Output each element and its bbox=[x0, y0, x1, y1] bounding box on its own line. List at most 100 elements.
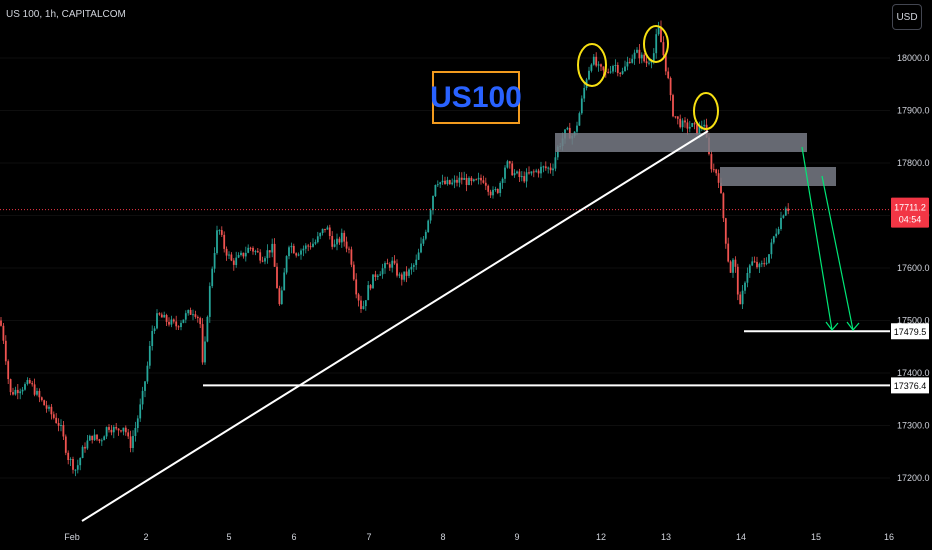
candle-body bbox=[422, 238, 425, 244]
candle-body bbox=[612, 66, 614, 72]
candle-body bbox=[482, 180, 485, 183]
candle-body bbox=[31, 383, 34, 385]
candle-body bbox=[720, 182, 722, 194]
x-tick-label: 13 bbox=[661, 532, 671, 542]
candle-body bbox=[633, 52, 636, 59]
candle-body bbox=[540, 166, 542, 174]
candle-body bbox=[492, 189, 494, 196]
candle-body bbox=[684, 120, 686, 123]
candle-body bbox=[160, 314, 163, 318]
y-tick-label: 17800.0 bbox=[897, 158, 930, 168]
y-tick-label: 17300.0 bbox=[897, 421, 930, 431]
candle-body bbox=[127, 432, 130, 437]
candle-body bbox=[520, 176, 523, 178]
candle-body bbox=[40, 397, 43, 401]
candle-body bbox=[194, 314, 197, 317]
candle-body bbox=[458, 177, 461, 183]
candle-body bbox=[64, 436, 67, 453]
candle-body bbox=[412, 265, 415, 267]
candle-body bbox=[218, 230, 221, 232]
candle-body bbox=[312, 243, 314, 247]
candle-body bbox=[261, 260, 264, 262]
candle-body bbox=[655, 34, 658, 54]
candle-body bbox=[230, 254, 233, 261]
candle-body bbox=[710, 154, 713, 170]
candle-body bbox=[134, 428, 137, 436]
candle-body bbox=[16, 389, 19, 394]
candle-body bbox=[220, 230, 223, 235]
candle-body bbox=[674, 116, 677, 118]
candle-body bbox=[0, 320, 2, 326]
candle-body bbox=[782, 215, 785, 218]
candle-body bbox=[619, 72, 622, 74]
current-price-label: 17711.2 bbox=[894, 203, 926, 213]
candle-body bbox=[686, 122, 689, 129]
candle-body bbox=[602, 66, 605, 71]
candle-body bbox=[117, 428, 120, 431]
candle-body bbox=[232, 260, 235, 265]
overlays bbox=[0, 25, 890, 522]
x-axis[interactable]: Feb 2 5 6 7 8 9 12 13 14 15 16 bbox=[64, 532, 894, 542]
candle-body bbox=[696, 124, 698, 135]
candle-body bbox=[72, 459, 74, 470]
candle-body bbox=[636, 49, 638, 53]
candle-body bbox=[76, 465, 79, 470]
candle-body bbox=[240, 252, 242, 255]
candle-body bbox=[367, 285, 370, 301]
arrow-head bbox=[825, 321, 839, 331]
currency-button[interactable]: USD bbox=[892, 4, 922, 30]
candle-body bbox=[259, 252, 262, 261]
candle-body bbox=[177, 326, 180, 328]
candle-body bbox=[132, 436, 134, 448]
candle-body bbox=[249, 247, 252, 249]
candle-body bbox=[324, 228, 326, 230]
x-tick-label: 8 bbox=[440, 532, 445, 542]
countdown-label: 04:54 bbox=[899, 215, 922, 225]
candle-body bbox=[115, 427, 118, 429]
candle-body bbox=[398, 274, 401, 276]
candle-body bbox=[544, 166, 547, 169]
candle-body bbox=[288, 247, 290, 257]
y-axis[interactable]: 18000.017900.017800.017700.017600.017500… bbox=[897, 53, 930, 483]
x-tick-label: 14 bbox=[736, 532, 746, 542]
candle-body bbox=[547, 167, 550, 169]
candle-body bbox=[244, 252, 247, 257]
candle-body bbox=[518, 171, 521, 177]
candle-body bbox=[360, 300, 362, 309]
candle-body bbox=[297, 254, 300, 256]
candle-body bbox=[331, 236, 334, 247]
candle-body bbox=[300, 250, 302, 255]
candle-body bbox=[470, 177, 473, 181]
candle-body bbox=[554, 157, 557, 169]
current-price-tag bbox=[891, 197, 929, 228]
candle-body bbox=[456, 179, 458, 183]
candle-body bbox=[146, 365, 149, 382]
candle-body bbox=[88, 435, 91, 441]
candle-body bbox=[760, 263, 763, 265]
x-tick-label: 16 bbox=[884, 532, 894, 542]
candle-body bbox=[165, 315, 168, 322]
candle-body bbox=[67, 452, 70, 460]
candle-body bbox=[386, 263, 389, 265]
symbol-title: US 100, 1h, CAPITALCOM bbox=[6, 9, 126, 20]
level-tag-box bbox=[891, 323, 929, 340]
candle-body bbox=[379, 274, 382, 276]
candle-body bbox=[597, 64, 600, 66]
candle-body bbox=[254, 251, 257, 253]
candle-body bbox=[415, 259, 418, 265]
x-tick-label: 12 bbox=[596, 532, 606, 542]
candle-body bbox=[400, 274, 403, 280]
candle-body bbox=[504, 167, 506, 179]
candle-body bbox=[69, 459, 72, 460]
candle-body bbox=[2, 325, 5, 341]
candle-body bbox=[662, 42, 665, 56]
supply-zone-lower bbox=[720, 167, 836, 186]
candle-body bbox=[271, 243, 274, 253]
candle-body bbox=[777, 229, 780, 234]
candle-body bbox=[216, 230, 218, 254]
candle-body bbox=[525, 172, 528, 182]
candle-body bbox=[60, 425, 62, 426]
trendline bbox=[81, 130, 709, 522]
candle-body bbox=[460, 177, 463, 180]
